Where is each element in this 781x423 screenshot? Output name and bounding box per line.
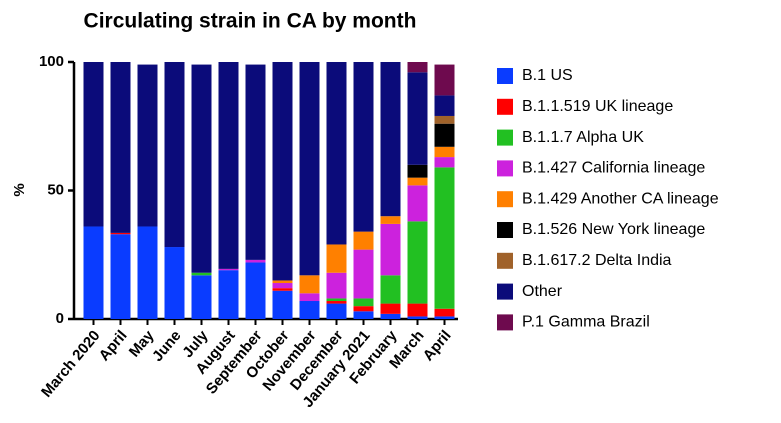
bar-segment bbox=[407, 316, 428, 319]
bar-segment bbox=[407, 164, 428, 178]
legend-swatch bbox=[497, 314, 513, 331]
bar-segment bbox=[299, 275, 320, 294]
bar-segment bbox=[434, 123, 455, 147]
bar-segment bbox=[434, 95, 455, 116]
bar-segment bbox=[299, 62, 320, 276]
bar-segment bbox=[245, 64, 266, 260]
bar-segment bbox=[272, 62, 293, 281]
bar-segment bbox=[110, 234, 131, 319]
bar-segment bbox=[299, 293, 320, 302]
legend-swatch bbox=[497, 68, 513, 84]
bar-segment bbox=[434, 115, 455, 124]
bar-segment bbox=[272, 288, 293, 291]
x-tick-label: March 2020 bbox=[38, 327, 104, 401]
bar-segment bbox=[380, 223, 401, 276]
bar-segment bbox=[164, 247, 185, 319]
bar-segment bbox=[380, 62, 401, 217]
bar-segment bbox=[245, 262, 266, 319]
bar-segment bbox=[407, 72, 428, 165]
bar-segment bbox=[326, 272, 347, 299]
legend-label: Other bbox=[522, 283, 563, 300]
bar-segment bbox=[326, 301, 347, 304]
x-tick-label: April bbox=[96, 327, 131, 364]
y-axis-label: % bbox=[11, 183, 28, 196]
bar-segment bbox=[353, 306, 374, 312]
x-tick-label: April bbox=[420, 327, 455, 364]
legend-swatch bbox=[497, 98, 513, 115]
legend-swatch bbox=[497, 222, 513, 238]
x-tick-label: June bbox=[149, 327, 185, 365]
bar-segment bbox=[353, 231, 374, 250]
bar-segment bbox=[83, 226, 104, 319]
bar-segment bbox=[218, 62, 239, 269]
bar-segment bbox=[218, 268, 239, 271]
bar-segment bbox=[137, 64, 158, 227]
bar-segment bbox=[380, 313, 401, 319]
bar-segment bbox=[299, 301, 320, 319]
bar-segment bbox=[191, 272, 212, 276]
legend-label: B.1.1.7 Alpha UK bbox=[522, 129, 644, 146]
bar-segment bbox=[407, 62, 428, 73]
legend-label: B.1.429 Another CA lineage bbox=[522, 190, 719, 207]
y-tick-label: 0 bbox=[56, 310, 64, 327]
legend-swatch bbox=[497, 283, 513, 300]
bar-segment bbox=[434, 167, 455, 309]
bar-segment bbox=[326, 62, 347, 245]
bar-segment bbox=[407, 221, 428, 304]
bar-segment bbox=[164, 62, 185, 248]
legend-swatch bbox=[497, 129, 513, 146]
bar-segment bbox=[380, 275, 401, 304]
legend-label: B.1.526 New York lineage bbox=[522, 221, 705, 238]
bar-segment bbox=[380, 216, 401, 224]
bar-segment bbox=[191, 275, 212, 319]
legend-swatch bbox=[497, 252, 513, 269]
legend-label: B.1 US bbox=[522, 67, 573, 84]
bar-segment bbox=[407, 303, 428, 317]
y-tick-label: 50 bbox=[47, 181, 64, 198]
bar-segment bbox=[110, 232, 131, 235]
legend-swatch bbox=[497, 191, 513, 208]
chart-title: Circulating strain in CA by month bbox=[84, 10, 417, 33]
bar-segment bbox=[191, 64, 212, 273]
bar-segment bbox=[110, 62, 131, 233]
bar-segment bbox=[380, 303, 401, 314]
legend-label: P.1 Gamma Brazil bbox=[522, 314, 650, 331]
bar-segment bbox=[326, 303, 347, 319]
y-tick-label: 100 bbox=[39, 53, 64, 70]
bar-segment bbox=[434, 64, 455, 96]
bar-segment bbox=[434, 308, 455, 317]
bar-segment bbox=[434, 157, 455, 168]
legend-label: B.1.1.519 UK lineage bbox=[522, 98, 673, 115]
legend-swatch bbox=[497, 160, 513, 177]
legend-label: B.1.617.2 Delta India bbox=[522, 252, 672, 269]
bar-segment bbox=[353, 311, 374, 319]
bar-segment bbox=[272, 283, 293, 289]
bar-segment bbox=[353, 298, 374, 307]
bar-segment bbox=[272, 280, 293, 284]
bar-segment bbox=[434, 316, 455, 319]
bar-segment bbox=[326, 298, 347, 302]
legend-label: B.1.427 California lineage bbox=[522, 160, 705, 177]
bar-segment bbox=[272, 290, 293, 319]
bar-segment bbox=[353, 249, 374, 299]
bar-segment bbox=[326, 244, 347, 273]
bar-segment bbox=[407, 185, 428, 222]
bar-segment bbox=[353, 62, 374, 232]
bar-segment bbox=[83, 62, 104, 227]
bar-segment bbox=[434, 146, 455, 158]
bar-segment bbox=[218, 270, 239, 319]
bar-segment bbox=[245, 259, 266, 263]
bar-segment bbox=[137, 226, 158, 319]
bar-segment bbox=[407, 177, 428, 186]
